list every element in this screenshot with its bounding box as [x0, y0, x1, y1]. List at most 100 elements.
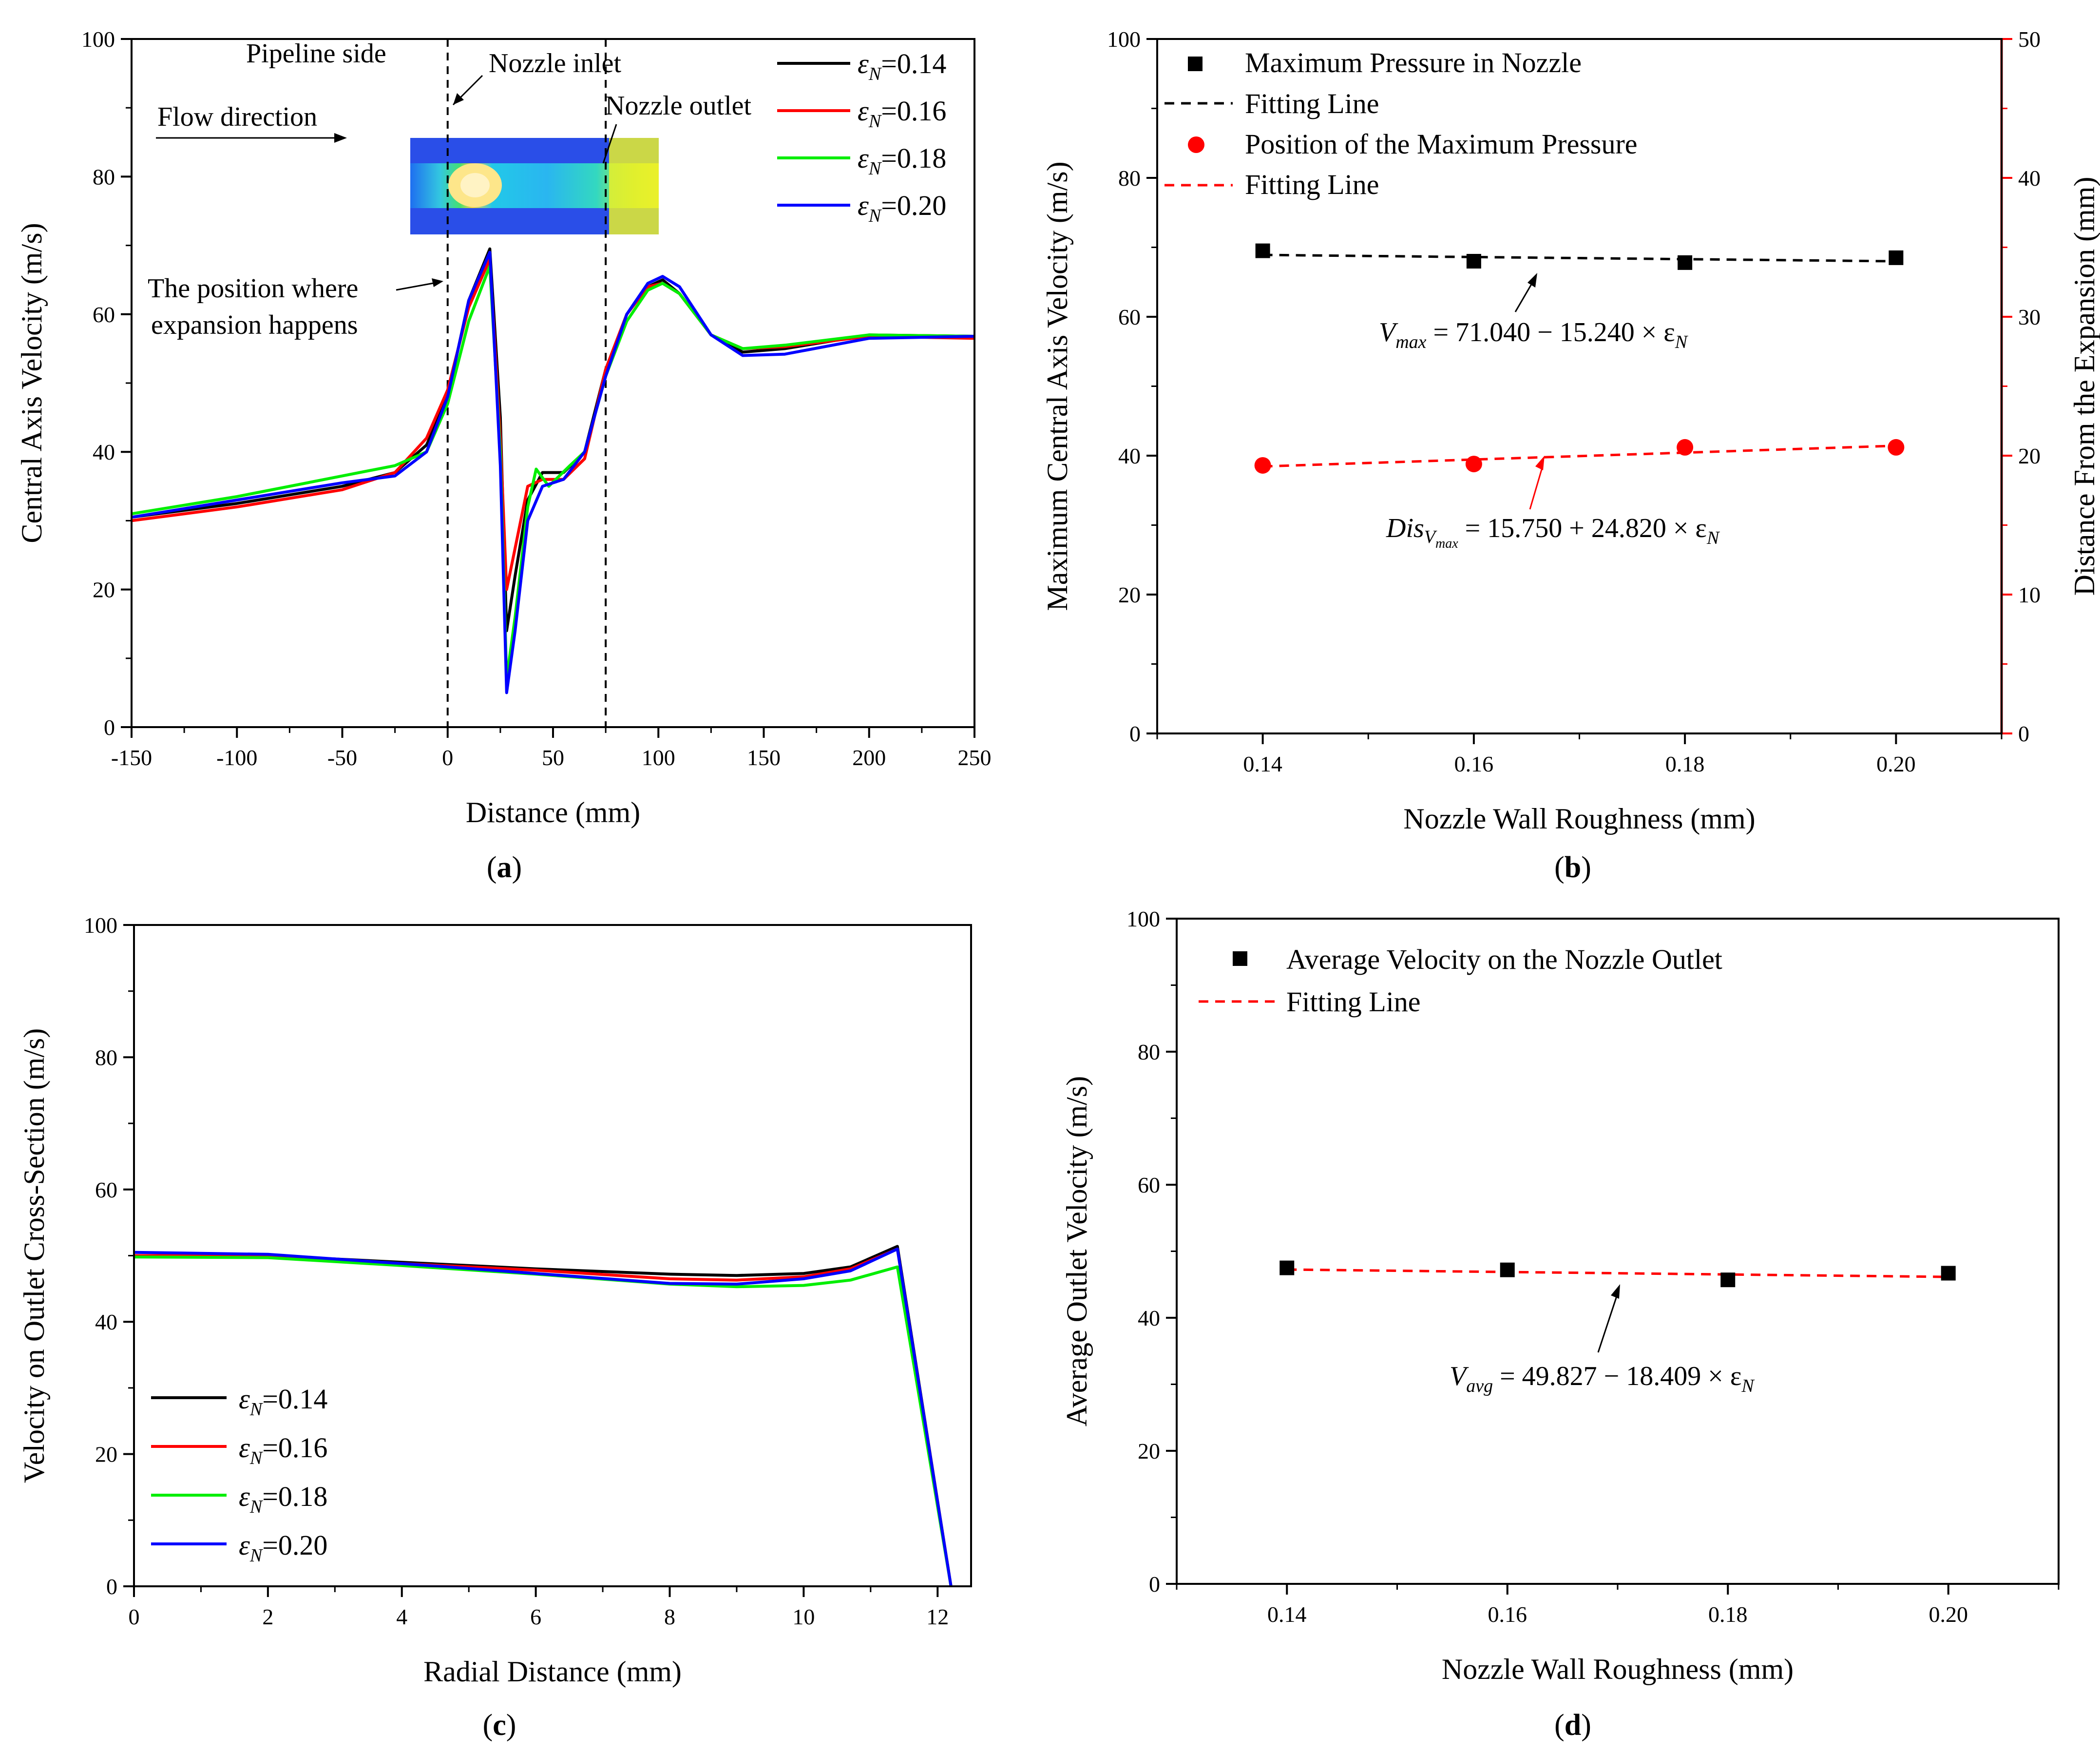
- annotation-arrow: [1597, 1296, 1618, 1353]
- data-point-velocity: [1255, 243, 1270, 258]
- cfd-outlet-jet: [609, 138, 659, 234]
- y-tick-label-left-c: 40: [95, 1309, 117, 1334]
- y-tick-label-left-b: 20: [1118, 582, 1141, 607]
- y-tick-label-left-a: 80: [93, 164, 115, 189]
- annotation-arrow: [396, 282, 437, 291]
- plot-frame-a: [131, 38, 975, 728]
- equation-vavg: Vavg = 49.827 − 18.409 × εN: [1450, 1361, 1755, 1396]
- legend-label: Fitting Line: [1245, 88, 1379, 119]
- annotation-expansion-1: The position where: [148, 273, 358, 304]
- legend-label: εN=0.20: [858, 190, 946, 226]
- y-tick-label-left-d: 80: [1138, 1040, 1160, 1064]
- y-tick-label-left-c: 20: [95, 1442, 117, 1467]
- x-axis-label-c: Radial Distance (mm): [423, 1656, 682, 1688]
- y-tick-label-left-a: 100: [81, 27, 115, 52]
- x-tick-label-a: 50: [542, 745, 564, 770]
- data-point-avg: [1941, 1266, 1956, 1281]
- annotation-pipeline-side: Pipeline side: [246, 39, 386, 69]
- panel-label-a: (a): [487, 851, 522, 884]
- legend-c: εN=0.14 εN=0.16 εN=0.18 εN=0.20: [151, 1383, 327, 1566]
- x-axis-label-b: Nozzle Wall Roughness (mm): [1403, 803, 1755, 835]
- y-tick-label-left-d: 0: [1149, 1572, 1160, 1597]
- legend-label: εN=0.16: [858, 95, 946, 132]
- x-tick-label-c: 0: [129, 1604, 140, 1629]
- x-tick-label-d: 0.18: [1708, 1602, 1748, 1627]
- data-point-avg: [1720, 1272, 1736, 1288]
- legend-label: εN=0.14: [858, 48, 946, 84]
- y-axis-label-c: Velocity on Outlet Cross-Section (m/s): [18, 1028, 50, 1483]
- series-line-εN=0.20: [134, 1247, 953, 1587]
- fit-line-avg: [1287, 1268, 1948, 1278]
- x-tick-label-d: 0.14: [1267, 1602, 1307, 1627]
- series-line-εN=0.20: [131, 250, 975, 694]
- annotation-nozzle-inlet: Nozzle inlet: [489, 48, 622, 78]
- x-tick-label-a: 0: [442, 745, 453, 770]
- chart-panel-d: 0 20 40 60 80 100 0.14 0.16 0.18 0.20 Nozzle Wall …: [1061, 906, 2060, 1685]
- panel-label-b: (b): [1554, 851, 1591, 884]
- chart-panel-a: 0 20 40 60 80 100 -150 -100 -50 0 50 100 150 200 250 Di…: [16, 27, 992, 828]
- flow-arrowhead: [334, 133, 347, 143]
- legend-label: Average Velocity on the Nozzle Outlet: [1286, 943, 1722, 975]
- x-tick-label-c: 10: [792, 1604, 815, 1629]
- legend-marker-square: [1233, 951, 1247, 966]
- y-axis-label-b: Maximum Central Axis Velocity (m/s): [1041, 161, 1073, 611]
- cfd-contour-inset: [410, 138, 659, 234]
- x-tick-label-c: 4: [396, 1604, 407, 1629]
- legend-label: Position of the Maximum Pressure: [1245, 128, 1638, 160]
- x-tick-label-b: 0.18: [1665, 751, 1705, 776]
- y-tick-label-right-b2: 50: [2018, 27, 2041, 52]
- y-tick-label-left-a: 20: [93, 578, 115, 602]
- chart-panel-c: 0 20 40 60 80 100 0 2 4 6 8 10 12 Radial Distance (mm…: [18, 913, 972, 1688]
- x-tick-label-a: 100: [642, 745, 675, 770]
- x-tick-label-d: 0.16: [1488, 1602, 1527, 1627]
- y-tick-label-right-b2: 10: [2018, 582, 2041, 607]
- y-tick-label-right-b2: 0: [2018, 721, 2029, 746]
- y-tick-label-right-b2: 30: [2018, 305, 2041, 329]
- equation-vmax: Vmax = 71.040 − 15.240 × εN: [1379, 317, 1689, 352]
- y-tick-label-right-b2: 20: [2018, 443, 2041, 468]
- legend-marker-circle: [1188, 136, 1204, 153]
- legend-label: εN=0.18: [239, 1481, 327, 1517]
- x-tick-label-a: 200: [852, 745, 886, 770]
- data-point-avg: [1279, 1260, 1295, 1275]
- x-axis-label-d: Nozzle Wall Roughness (mm): [1442, 1653, 1794, 1685]
- x-tick-label-b: 0.16: [1454, 751, 1494, 776]
- fit-line-position: [1262, 444, 1896, 468]
- series-line-εN=0.18: [134, 1255, 953, 1587]
- series-line-εN=0.16: [131, 257, 975, 591]
- x-tick-label-a: -100: [216, 745, 257, 770]
- y-tick-label-left-b: 0: [1129, 721, 1141, 746]
- data-point-velocity: [1889, 250, 1904, 265]
- plot-frame-c: [133, 924, 972, 1587]
- x-tick-label-a: 250: [958, 745, 992, 770]
- plot-frame-d: [1176, 918, 2060, 1585]
- y-tick-label-left-a: 0: [104, 715, 115, 740]
- annotation-arrowhead: [453, 93, 464, 105]
- legend-label: Fitting Line: [1245, 169, 1379, 200]
- annotation-arrowhead: [1527, 273, 1537, 288]
- y-tick-label-left-c: 80: [95, 1045, 117, 1070]
- y-tick-label-left-b: 40: [1118, 443, 1141, 468]
- fit-line-velocity: [1262, 253, 1896, 263]
- plot-frame-b: [1156, 38, 2003, 734]
- x-tick-label-b: 0.20: [1876, 751, 1916, 776]
- y2-axis-label-b: Distance From the Expansion (mm): [2068, 177, 2100, 596]
- x-tick-label-b: 0.14: [1243, 751, 1282, 776]
- legend-label: εN=0.16: [239, 1432, 327, 1468]
- data-point-position: [1677, 439, 1694, 456]
- x-tick-label-d: 0.20: [1929, 1602, 1968, 1627]
- legend-b: Maximum Pressure in Nozzle Fitting Line Po…: [1165, 47, 1638, 200]
- legend-label: εN=0.20: [239, 1529, 327, 1566]
- y-tick-label-left-b: 80: [1118, 166, 1141, 191]
- annotation-arrowhead: [1535, 456, 1545, 470]
- data-point-velocity: [1678, 255, 1693, 270]
- x-tick-label-c: 6: [530, 1604, 541, 1629]
- annotation-arrowhead: [432, 278, 443, 287]
- annotation-arrowhead: [1611, 1284, 1620, 1299]
- y-tick-label-right-b2: 40: [2018, 166, 2041, 191]
- x-tick-label-a: -150: [111, 745, 152, 770]
- panel-label-c: (c): [483, 1709, 516, 1742]
- y-tick-label-left-a: 40: [93, 440, 115, 464]
- data-point-position: [1254, 457, 1271, 474]
